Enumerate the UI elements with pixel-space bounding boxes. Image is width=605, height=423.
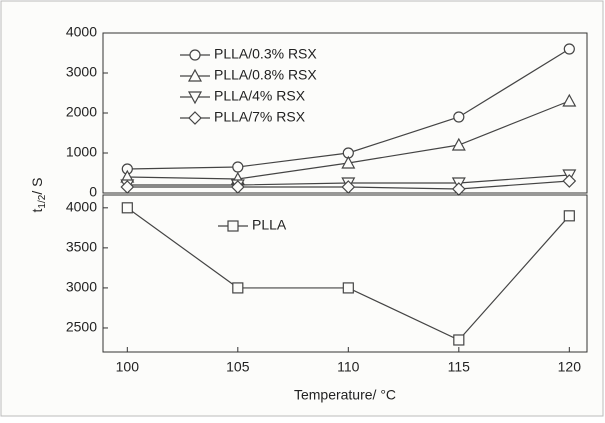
legend-marker <box>187 91 203 105</box>
x-tick-label: 120 <box>558 359 582 375</box>
legend-label: PLLA/0.8% RSX <box>214 67 317 83</box>
y-tick-label: 2000 <box>66 104 97 120</box>
marker <box>342 282 354 294</box>
legend-label: PLLA/7% RSX <box>214 109 306 125</box>
x-tick-label: 100 <box>116 359 140 375</box>
marker <box>451 137 466 151</box>
legend-marker <box>187 68 203 82</box>
marker <box>562 174 577 188</box>
x-tick-label: 105 <box>226 359 250 375</box>
legend-marker <box>189 49 201 61</box>
y-tick-label: 4000 <box>66 24 97 40</box>
marker <box>453 111 465 123</box>
y-tick-label: 2500 <box>66 319 97 335</box>
y-tick-label: 3500 <box>66 239 97 255</box>
x-axis-label: Temperature/ °C <box>294 387 396 403</box>
marker <box>453 334 465 346</box>
y-tick-label: 3000 <box>66 64 97 80</box>
legend-label: PLLA/0.3% RSX <box>214 46 317 62</box>
legend-label: PLLA <box>252 217 287 233</box>
legend-label: PLLA/4% RSX <box>214 88 306 104</box>
marker <box>230 180 245 194</box>
marker <box>232 161 244 173</box>
y-label-suffix: / S <box>29 178 45 195</box>
y-tick-label: 0 <box>89 184 97 200</box>
y-tick-label: 1000 <box>66 144 97 160</box>
x-tick-label: 115 <box>448 359 471 375</box>
x-tick-label: 110 <box>337 359 360 375</box>
legend-marker <box>227 220 239 232</box>
marker <box>120 180 135 194</box>
y-label-main: t <box>29 208 45 212</box>
marker <box>563 210 575 222</box>
y-tick-label: 4000 <box>66 199 97 215</box>
marker <box>341 180 356 194</box>
y-axis-label: t1/2/ S <box>29 178 48 213</box>
marker <box>563 43 575 55</box>
y-label-sub: 1/2 <box>37 194 48 208</box>
legend-marker <box>188 111 202 125</box>
y-tick-label: 3000 <box>66 279 97 295</box>
marker <box>232 282 244 294</box>
marker <box>341 155 356 169</box>
marker <box>562 93 577 107</box>
marker <box>121 202 133 214</box>
plot-area <box>102 194 588 353</box>
